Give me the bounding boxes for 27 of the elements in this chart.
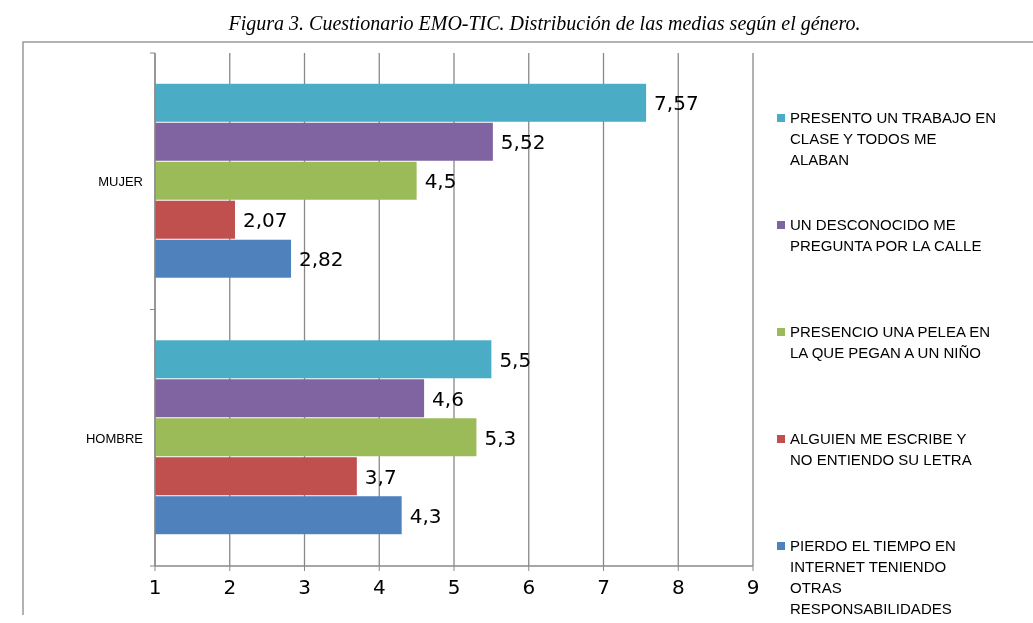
data-label: 4,3: [409, 503, 442, 528]
legend-label: UN DESCONOCIDO ME PREGUNTA POR LA CALLE: [790, 216, 982, 254]
y-tick-label: MUJER: [98, 174, 143, 190]
data-label: 5,5: [499, 347, 532, 372]
legend-label: PRESENCIO UNA PELEA EN LA QUE PEGAN A UN NIÑO: [790, 323, 991, 361]
x-tick-label: 2: [223, 575, 237, 599]
data-label: 4,6: [432, 386, 464, 411]
x-tick-label: 9: [746, 575, 760, 599]
x-tick-label: 1: [148, 575, 162, 599]
data-label: 4,5: [424, 169, 457, 194]
data-label: 7,57: [654, 91, 699, 116]
data-label: 2,07: [242, 208, 288, 233]
legend-label: ALGUIEN ME ESCRIBE Y NO ENTIENDO SU LETRA: [790, 430, 972, 468]
x-tick-label: 6: [522, 575, 536, 599]
x-tick-label: 5: [447, 575, 461, 599]
y-tick-label: HOMBRE: [85, 430, 144, 446]
data-label: 5,52: [500, 130, 546, 155]
data-label: 5,3: [484, 425, 517, 450]
data-label: 2,82: [299, 247, 344, 272]
x-tick-label: 8: [671, 575, 685, 599]
chart-title: Figura 3. Cuestionario EMO-TIC. Distribución de las medias según el género.: [227, 12, 861, 35]
x-tick-label: 3: [298, 575, 311, 599]
data-label: 3,7: [364, 464, 397, 489]
legend-label: PIERDO EL TIEMPO EN INTERNET TENIENDO OTRAS RESPONSABILIDADES: [790, 537, 956, 617]
x-tick-label: 7: [597, 575, 610, 599]
x-tick-label: 4: [372, 575, 386, 599]
legend-label: PRESENTO UN TRABAJO EN CLASE Y TODOS ME ALABAN: [790, 109, 997, 168]
